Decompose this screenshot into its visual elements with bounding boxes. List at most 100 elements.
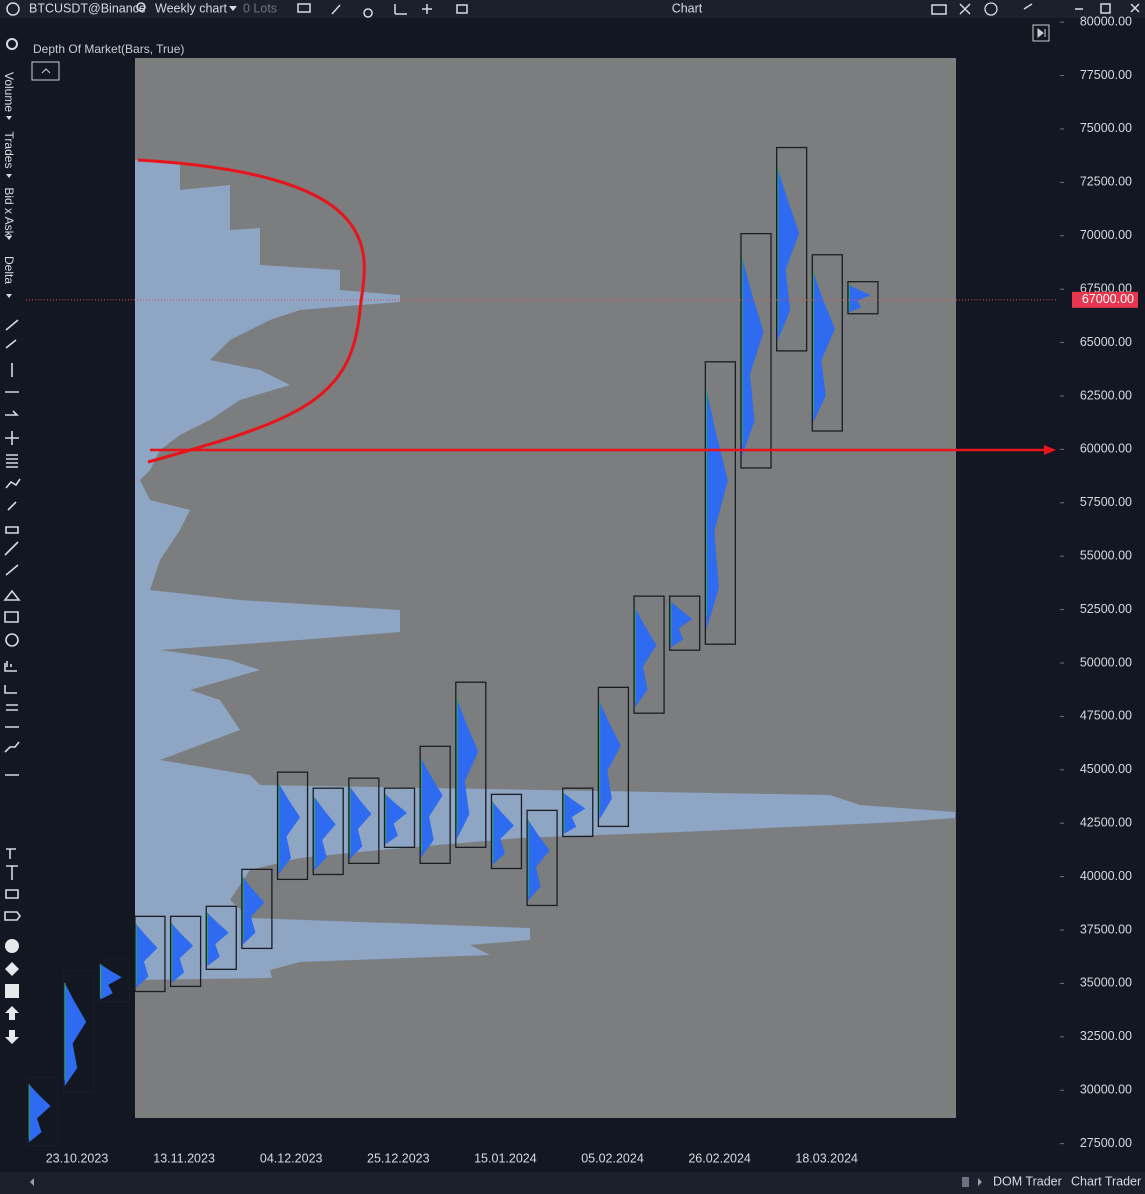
bar-range: [169, 915, 202, 988]
side-tab[interactable]: Bid x Ask: [2, 187, 16, 237]
bar-profile: [670, 601, 693, 648]
y-tick-label: 32500.00: [1080, 1029, 1132, 1043]
bar-profile: [171, 923, 194, 983]
bar-range: [490, 793, 523, 870]
bar-profile: [278, 782, 301, 875]
scroll-thumb[interactable]: [962, 1177, 969, 1187]
bar-profile: [242, 877, 265, 945]
bar-profile: [29, 1084, 51, 1143]
y-tick-label: 52500.00: [1080, 602, 1132, 616]
bar-range: [383, 787, 416, 848]
x-tick-label: 26.02.2024: [688, 1151, 751, 1165]
y-tick-label: 40000.00: [1080, 869, 1132, 883]
indicator-label: Depth Of Market(Bars, True): [33, 42, 184, 56]
side-tab[interactable]: Trades: [2, 132, 16, 169]
current-price-label: 67000.00: [1082, 292, 1134, 306]
bar-profile: [207, 912, 229, 967]
x-tick-label: 15.01.2024: [474, 1151, 537, 1165]
bar-profile: [314, 796, 336, 871]
bar-range: [562, 787, 594, 838]
tab-arrow: [6, 116, 12, 120]
search-icon[interactable]: [136, 2, 146, 12]
bar-range: [134, 915, 166, 993]
bar-range: [455, 681, 487, 848]
bar-range: [811, 254, 843, 432]
bar-profile: [492, 801, 514, 865]
bar-range: [847, 281, 879, 315]
symbol[interactable]: BTCUSDT@Binance: [29, 1, 146, 15]
scroll-left[interactable]: [30, 1178, 34, 1186]
y-tick-label: 27500.00: [1080, 1136, 1132, 1150]
y-tick-label: 75000.00: [1080, 121, 1132, 135]
toolbar-icons[interactable]: [297, 3, 468, 18]
y-tick-label: 57500.00: [1080, 495, 1132, 509]
bar-profile: [528, 819, 550, 901]
bar-range: [704, 361, 736, 645]
y-tick-label: 55000.00: [1080, 548, 1132, 562]
bar-range: [419, 745, 451, 865]
side-tab[interactable]: Delta: [2, 256, 16, 284]
top-toolbar: [0, 0, 1145, 18]
tab-arrow: [6, 294, 12, 298]
y-tick-label: 62500.00: [1080, 388, 1132, 402]
x-tick-label: 04.12.2023: [260, 1151, 323, 1165]
y-tick-label: 35000.00: [1080, 976, 1132, 990]
marker-arrows[interactable]: [5, 1006, 19, 1044]
dom-trader-tab[interactable]: DOM Trader: [993, 1174, 1062, 1188]
bottom-bar: [0, 1172, 1145, 1194]
bar-range: [669, 595, 701, 651]
dropdown-arrow[interactable]: [229, 6, 237, 11]
app-logo[interactable]: [6, 2, 20, 16]
text-tools[interactable]: [4, 848, 21, 921]
price-axis: 27500.00 30000.00 32500.00 35000.00 37500.00…: [26, 14, 1138, 1165]
bar-range: [312, 787, 344, 876]
y-tick-label: 70000.00: [1080, 228, 1132, 242]
bar-range: [276, 771, 309, 881]
bar-range: [740, 232, 772, 469]
x-tick-label: 25.12.2023: [367, 1151, 430, 1165]
bar-range: [776, 146, 808, 352]
scroll-end-icon[interactable]: [1037, 27, 1046, 39]
circle-icon[interactable]: [984, 2, 998, 16]
bar-range: [63, 969, 95, 1094]
marker-square[interactable]: [5, 984, 19, 998]
tab-arrow: [6, 174, 12, 178]
left-toolbar: [0, 18, 25, 1172]
marker-circle[interactable]: [5, 939, 19, 953]
bar-range: [348, 777, 380, 865]
drawing-tools[interactable]: [3, 319, 21, 776]
x-tick-label: 05.02.2024: [581, 1151, 644, 1165]
timeframe[interactable]: Weekly chart: [155, 1, 228, 15]
chart-trader-tab[interactable]: Chart Trader: [1071, 1174, 1141, 1188]
window-controls[interactable]: [931, 3, 1140, 15]
bar-range: [597, 686, 630, 828]
current-price-badge: [1072, 291, 1138, 308]
marker-diamond[interactable]: [5, 962, 19, 976]
settings-icon[interactable]: [6, 38, 18, 50]
bar-profile: [635, 607, 657, 708]
y-tick-label: 37500.00: [1080, 922, 1132, 936]
x-tick-label: 18.03.2024: [795, 1151, 858, 1165]
bar-range: [633, 595, 665, 714]
bar-profile: [421, 758, 443, 858]
y-tick-label: 45000.00: [1080, 762, 1132, 776]
bar-profile: [456, 698, 479, 840]
lots[interactable]: 0 Lots: [243, 1, 277, 15]
side-tab[interactable]: Volume: [2, 72, 16, 112]
scroll-right[interactable]: [978, 1178, 982, 1186]
y-tick-label: 30000.00: [1080, 1083, 1132, 1097]
collapse-icon[interactable]: [41, 68, 51, 74]
arrow-head: [1044, 445, 1056, 455]
circle-tool[interactable]: [5, 633, 19, 647]
x-tick-label: 23.10.2023: [46, 1151, 109, 1165]
bar-range: [241, 868, 273, 950]
bar-profile: [349, 786, 372, 860]
bar-range: [98, 959, 130, 1003]
y-tick-label: 80000.00: [1080, 14, 1132, 28]
weekly-bars: [27, 146, 879, 1147]
scroll-end-button[interactable]: [1032, 24, 1050, 42]
collapse-button[interactable]: [31, 61, 60, 81]
bar-profile: [100, 964, 122, 1000]
y-tick-label: 65000.00: [1080, 335, 1132, 349]
